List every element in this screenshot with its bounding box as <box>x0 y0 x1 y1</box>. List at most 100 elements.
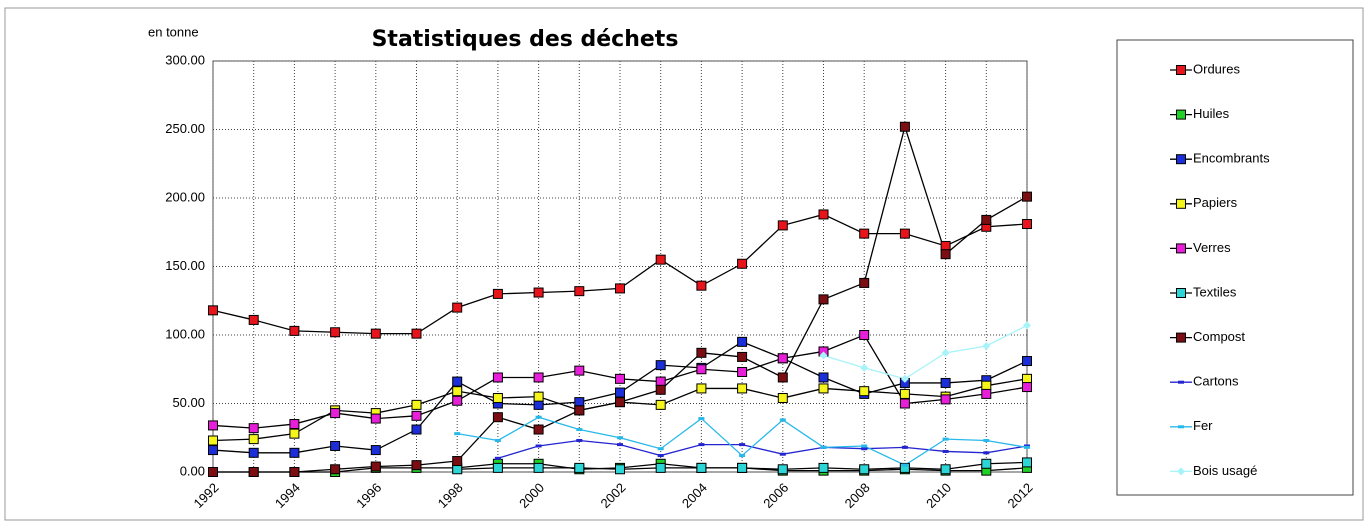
legend-marker <box>1176 109 1186 120</box>
point <box>941 348 950 357</box>
legend-label: Cartons <box>1193 374 1239 389</box>
legend-label: Compost <box>1193 329 1245 344</box>
point <box>208 467 218 477</box>
point <box>370 413 381 424</box>
point <box>494 456 501 460</box>
point <box>859 228 870 239</box>
point <box>981 458 992 469</box>
x-tick-label: 1992 <box>190 480 221 511</box>
point <box>899 462 910 473</box>
y-tick-label: 200.00 <box>165 189 205 204</box>
point <box>533 399 544 410</box>
point <box>859 330 870 340</box>
point <box>533 287 544 298</box>
point <box>452 302 463 313</box>
point <box>696 462 707 473</box>
point <box>942 437 949 441</box>
legend-marker <box>1178 425 1184 429</box>
point <box>1023 321 1031 330</box>
point <box>818 462 829 473</box>
point <box>535 415 542 419</box>
point <box>739 454 746 458</box>
y-tick-label: 0.00 <box>180 463 205 478</box>
legend-marker <box>1177 467 1185 476</box>
point <box>248 314 259 325</box>
point <box>982 341 991 350</box>
point <box>1024 445 1030 449</box>
point <box>615 464 625 475</box>
point <box>981 388 992 399</box>
point <box>818 383 829 394</box>
point <box>737 351 748 362</box>
x-tick-label: 2012 <box>1004 480 1035 511</box>
point <box>1022 382 1032 393</box>
point <box>492 393 503 404</box>
point <box>454 432 461 436</box>
legend-marker <box>1176 65 1186 75</box>
point <box>574 405 585 416</box>
point <box>899 228 910 239</box>
y-axis-label: en tonne <box>148 24 199 39</box>
legend-label: Verres <box>1193 240 1231 255</box>
legend-label: Papiers <box>1193 195 1238 210</box>
point <box>737 336 748 347</box>
x-tick-label: 2006 <box>760 480 791 511</box>
point <box>615 373 625 384</box>
chart-frame <box>4 7 1364 521</box>
x-tick-label: 2002 <box>597 480 628 511</box>
point <box>289 447 300 458</box>
point <box>901 445 908 449</box>
point <box>617 436 623 440</box>
point <box>492 412 503 423</box>
point <box>411 424 422 435</box>
legend-marker <box>1176 154 1186 165</box>
point <box>248 423 259 434</box>
point <box>615 283 625 294</box>
point <box>655 376 666 387</box>
point <box>494 438 501 442</box>
legend-label: Encombrants <box>1193 151 1270 166</box>
series-line <box>497 439 1028 459</box>
point <box>655 360 666 371</box>
point <box>289 467 300 477</box>
point <box>1022 356 1032 367</box>
point <box>983 451 990 455</box>
point <box>657 454 664 458</box>
point <box>655 399 666 410</box>
point <box>737 258 748 269</box>
point <box>330 440 341 451</box>
point <box>370 445 381 456</box>
legend-marker <box>1176 198 1186 209</box>
legend-marker <box>1176 243 1186 254</box>
point <box>289 428 300 439</box>
point <box>860 363 869 372</box>
point <box>655 254 666 265</box>
point <box>861 447 868 451</box>
point <box>574 365 585 376</box>
legend-marker <box>1178 380 1184 384</box>
legend-box <box>1116 39 1354 496</box>
point <box>655 462 666 473</box>
x-tick-label: 2010 <box>923 480 954 511</box>
point <box>698 417 705 421</box>
x-tick-label: 1998 <box>435 480 466 511</box>
point <box>818 209 829 220</box>
point <box>533 462 544 473</box>
point <box>779 452 786 456</box>
point <box>696 280 707 291</box>
y-tick-label: 150.00 <box>165 258 205 273</box>
point <box>248 434 259 445</box>
point <box>533 424 544 435</box>
point <box>737 383 748 394</box>
point <box>370 328 381 339</box>
point <box>576 428 583 432</box>
legend-label: Fer <box>1193 418 1213 433</box>
point <box>981 214 992 225</box>
point <box>777 353 788 364</box>
point <box>696 347 707 358</box>
point <box>574 462 585 473</box>
y-tick-label: 100.00 <box>165 326 205 341</box>
point <box>492 462 503 473</box>
point <box>452 395 463 406</box>
legend-label: Ordures <box>1193 61 1240 76</box>
